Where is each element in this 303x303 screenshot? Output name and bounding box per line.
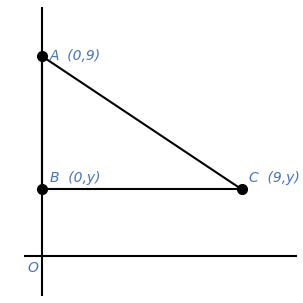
- Text: O: O: [28, 261, 39, 275]
- Text: C  (9,y): C (9,y): [249, 171, 300, 185]
- Text: A  (0,9): A (0,9): [50, 49, 101, 63]
- Text: B  (0,y): B (0,y): [50, 171, 100, 185]
